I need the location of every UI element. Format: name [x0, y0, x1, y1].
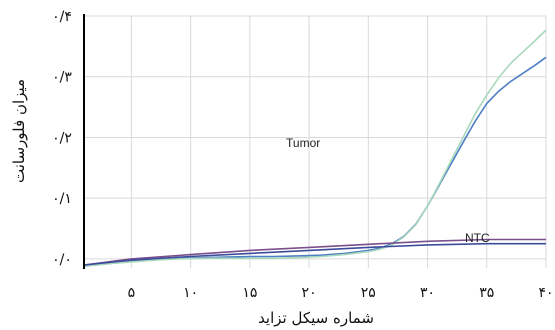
x-tick-label: ۱۰ [183, 285, 198, 301]
x-tick-label: ۲۰ [302, 285, 317, 301]
x-tick-label: ۴۰ [538, 285, 553, 301]
series-lines [83, 29, 547, 267]
y-tick-label: ۰/۰ [52, 252, 72, 268]
series-line-3 [83, 242, 546, 266]
grid [84, 15, 547, 268]
x-tick-label: ۱۵ [242, 285, 257, 301]
y-tick-label: ۰/۱ [52, 191, 72, 207]
series-labels: Tumor NTC [286, 136, 490, 245]
y-axis-title: میزان فلورسانت [10, 79, 28, 183]
x-tick-label: ۲۵ [361, 285, 376, 301]
series-label: NTC [465, 231, 490, 245]
y-tick-label: ۰/۳ [52, 70, 72, 86]
series-line-2 [83, 238, 546, 266]
x-tick-labels: ۵ ۱۰ ۱۵ ۲۰ ۲۵ ۳۰ ۳۵ ۴۰ [128, 285, 554, 301]
y-tick-label: ۰/۲ [52, 130, 72, 146]
series-label: Tumor [286, 136, 320, 150]
x-tick-label: ۳۰ [420, 285, 435, 301]
x-axis-title: شماره سیکل تزاید [258, 309, 374, 327]
y-tick-label: ۰/۴ [52, 9, 72, 25]
y-tick-labels: ۰/۰ ۰/۱ ۰/۲ ۰/۳ ۰/۴ [52, 9, 72, 268]
x-tick-label: ۳۵ [479, 285, 494, 301]
x-tick-label: ۵ [128, 285, 136, 301]
